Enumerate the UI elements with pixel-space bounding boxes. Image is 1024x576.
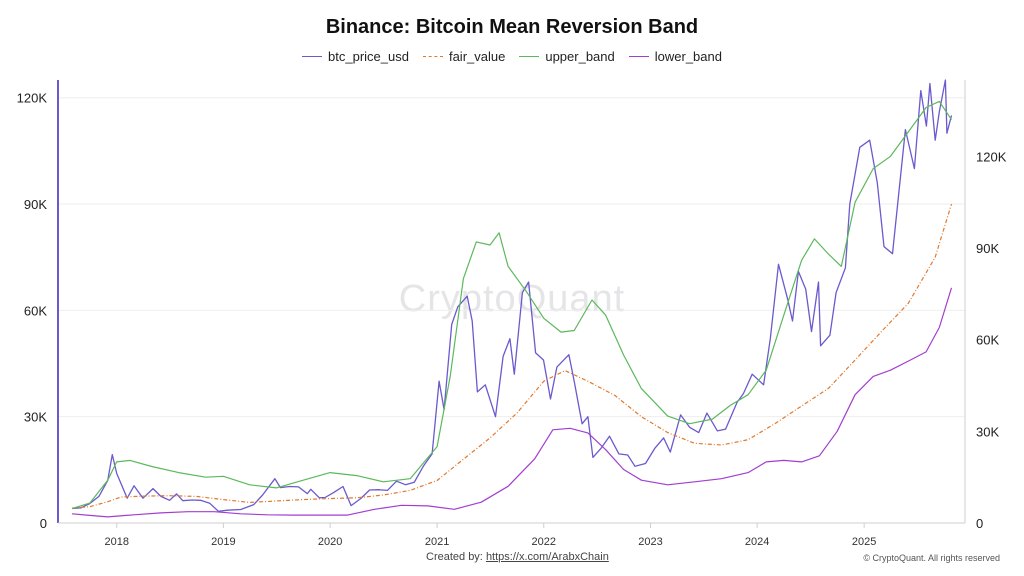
legend-item-upper-band[interactable]: upper_band (519, 49, 615, 64)
series-line-btc-price-usd (71, 79, 953, 512)
y-left-tick-label-2: 60K (24, 303, 47, 318)
legend-label-lower-band: lower_band (654, 49, 722, 64)
y-right-tick-label-1: 30K (976, 424, 999, 439)
x-tick-label-3: 2021 (425, 536, 449, 548)
y-left-tick-label-3: 90K (24, 197, 47, 212)
series-line-lower-band (71, 287, 953, 518)
credit-line: Created by: https://x.com/ArabxChain (426, 551, 609, 563)
series-line-upper-band (71, 100, 952, 510)
legend-swatch-btc-price (302, 56, 323, 57)
x-tick-label-6: 2024 (745, 536, 769, 548)
legend-item-btc-price[interactable]: btc_price_usd (302, 49, 409, 64)
x-tick-label-0: 2018 (104, 536, 128, 548)
legend-label-btc-price: btc_price_usd (328, 49, 409, 64)
credit-link[interactable]: https://x.com/ArabxChain (485, 551, 609, 563)
y-right-tick-label-4: 120K (976, 149, 1007, 164)
watermark: CryptoQuant (398, 278, 626, 320)
legend-item-lower-band[interactable]: lower_band (628, 49, 722, 64)
x-tick-label-1: 2019 (211, 536, 235, 548)
chart-legend: btc_price_usd fair_value upper_band lowe… (0, 49, 1024, 64)
x-tick-label-2: 2020 (318, 536, 342, 548)
x-tick-label-7: 2025 (852, 536, 876, 548)
y-left-tick-label-4: 120K (17, 91, 48, 106)
legend-label-fair-value: fair_value (448, 49, 506, 64)
legend-label-upper-band: upper_band (545, 49, 615, 64)
series-line-fair-value (71, 203, 953, 509)
chart-title: Binance: Bitcoin Mean Reversion Band (325, 16, 699, 38)
legend-item-fair-value[interactable]: fair_value (422, 49, 506, 64)
legend-swatch-lower-band (628, 56, 649, 57)
legend-swatch-upper-band (519, 56, 540, 57)
y-right-tick-label-0: 0 (976, 516, 983, 531)
copyright: © CryptoQuant. All rights reserved (863, 553, 1000, 563)
x-tick-label-5: 2023 (638, 536, 662, 548)
credit-prefix: Created by: (426, 551, 483, 563)
y-right-tick-label-2: 60K (976, 333, 999, 348)
y-left-tick-label-1: 30K (24, 410, 47, 425)
y-right-tick-label-3: 90K (976, 241, 999, 256)
legend-swatch-fair-value (422, 56, 443, 57)
x-tick-label-4: 2022 (532, 536, 556, 548)
y-left-tick-label-0: 0 (40, 516, 47, 531)
